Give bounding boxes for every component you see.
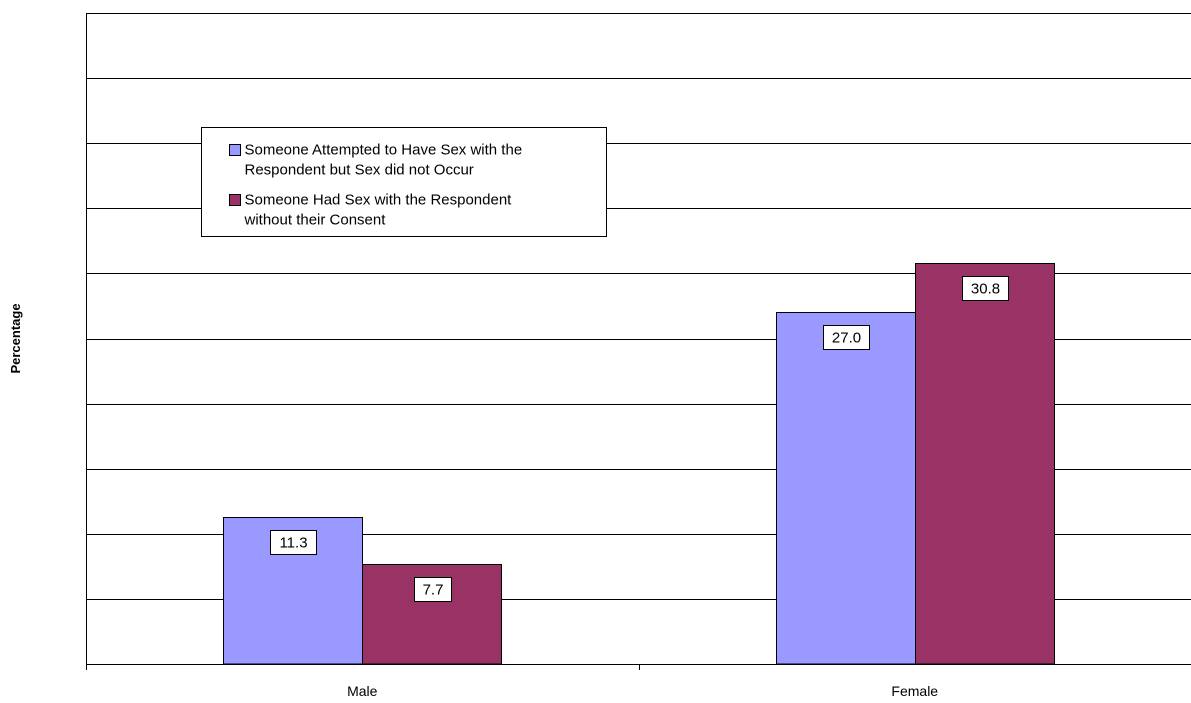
legend-swatch-series-2 xyxy=(229,194,241,206)
x-tick-label: Female xyxy=(891,683,938,699)
legend: Someone Attempted to Have Sex with the Re… xyxy=(201,127,607,237)
legend-label: Someone Had Sex with the Respondent xyxy=(245,192,513,209)
bar-female-series-1 xyxy=(776,312,916,665)
data-label: 7.7 xyxy=(423,582,444,599)
legend-label: without their Consent xyxy=(244,212,387,229)
data-label: 27.0 xyxy=(832,330,861,347)
data-labels: 11.3 7.7 27.0 30.8 xyxy=(270,276,1009,602)
legend-swatch-series-1 xyxy=(229,144,241,156)
legend-box xyxy=(201,127,607,237)
data-label: 30.8 xyxy=(971,281,1000,298)
legend-label: Respondent but Sex did not Occur xyxy=(245,162,474,179)
data-label: 11.3 xyxy=(279,535,307,552)
data-label-box xyxy=(414,577,452,602)
bars xyxy=(223,263,1055,665)
legend-label: Someone Attempted to Have Sex with the xyxy=(245,142,523,159)
bar-female-series-2 xyxy=(915,263,1055,665)
data-label-box xyxy=(270,530,317,555)
x-tick-label: Male xyxy=(347,683,378,699)
x-axis-ticks: Male Female xyxy=(86,664,938,699)
y-axis-title: Percentage xyxy=(8,303,23,373)
data-label-box xyxy=(823,325,870,350)
data-label-box xyxy=(962,276,1009,301)
